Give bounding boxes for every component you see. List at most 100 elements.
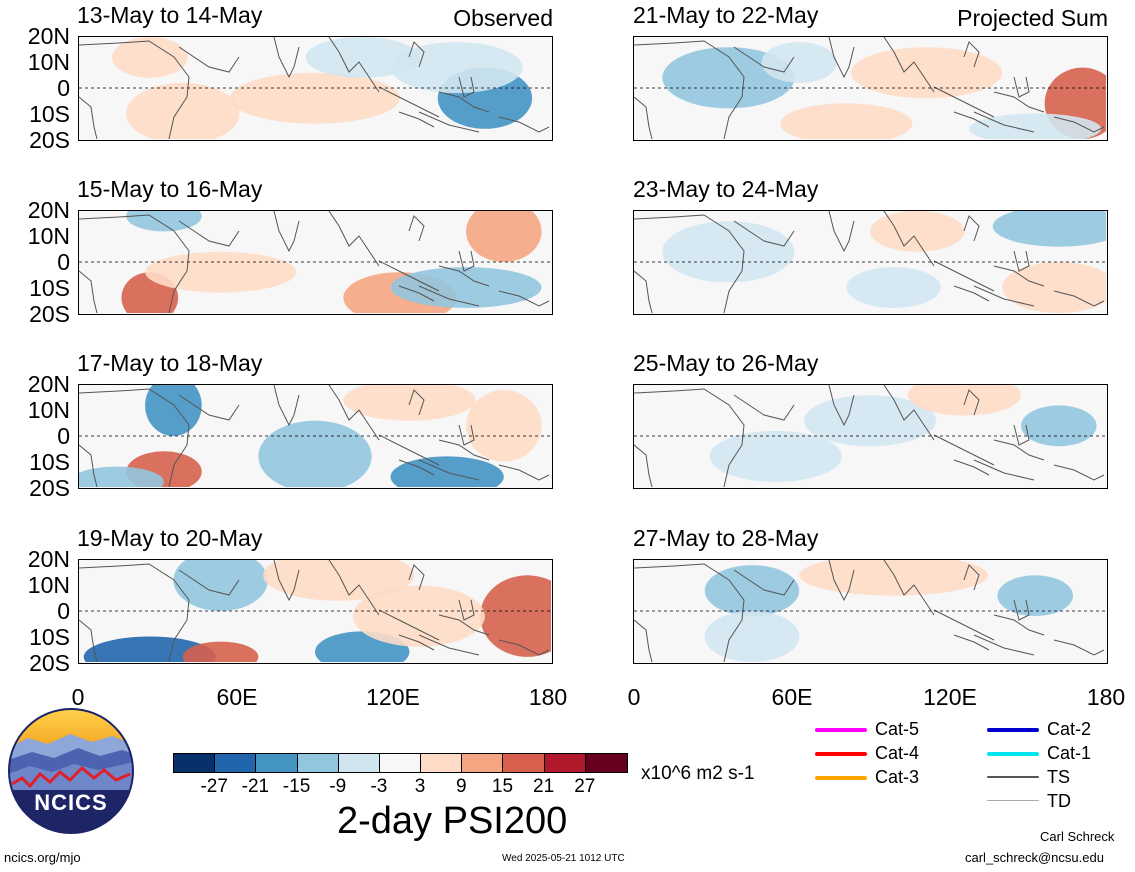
footer-author: Carl Schreck xyxy=(1040,829,1115,844)
coastline xyxy=(733,220,795,247)
colorbar-swatch-8 xyxy=(462,754,504,772)
coastline xyxy=(973,459,1035,481)
lat-label-20n-row3: 20N xyxy=(27,371,70,397)
coastline xyxy=(953,285,990,302)
colorbar-swatch-3 xyxy=(256,754,298,772)
lat-label-20s-row3: 20S xyxy=(29,475,70,501)
colorbar-swatch-4 xyxy=(297,754,339,772)
anomaly-contour xyxy=(846,267,941,308)
coastline xyxy=(828,37,855,79)
streamfunction-field xyxy=(79,385,551,487)
lon-label-60e-left: 60E xyxy=(216,684,258,710)
panel-title-5: 17-May to 18-May xyxy=(77,350,263,376)
coastline xyxy=(328,37,380,93)
anomaly-contour xyxy=(480,575,551,657)
legend-line-cat-2 xyxy=(987,728,1039,732)
lat-label-10s-row3: 10S xyxy=(29,449,70,475)
streamfunction-field xyxy=(634,211,1106,313)
coastline xyxy=(733,394,795,421)
coastline xyxy=(1013,250,1030,272)
streamfunction-field xyxy=(634,385,1106,487)
anomaly-contour xyxy=(126,211,202,232)
lat-label-10n-row2: 10N xyxy=(27,223,70,249)
colorbar-tick-label: -21 xyxy=(241,776,270,797)
lat-label-10s-row4: 10S xyxy=(29,624,70,650)
ncics-logo: NCICS xyxy=(8,708,134,834)
footer-url[interactable]: ncics.org/mjo xyxy=(4,850,81,865)
colorbar-tick-label: -9 xyxy=(329,776,347,797)
coastline xyxy=(634,96,653,139)
coastline xyxy=(79,563,190,662)
coastline xyxy=(328,211,380,267)
anomaly-contour xyxy=(145,385,202,436)
coastline xyxy=(634,563,745,662)
coastline xyxy=(883,37,935,93)
panel-title-6: 25-May to 26-May xyxy=(633,350,819,376)
panel-title-4: 23-May to 24-May xyxy=(633,176,819,202)
anomaly-contour xyxy=(870,211,965,252)
lat-label-0-row2: 0 xyxy=(57,249,70,275)
coastline xyxy=(1013,599,1030,621)
anomaly-contour xyxy=(263,560,415,601)
coastline xyxy=(438,439,490,461)
colorbar-swatch-7 xyxy=(421,754,463,772)
anomaly-contour xyxy=(761,42,837,83)
coastline xyxy=(79,444,98,487)
coastline xyxy=(378,86,440,118)
anomaly-contour xyxy=(799,560,988,596)
streamfunction-field xyxy=(634,37,1106,139)
anomaly-contour xyxy=(258,420,372,487)
panel-title-2: 21-May to 22-May xyxy=(633,2,819,28)
coastline xyxy=(458,250,475,272)
lat-label-0-row1: 0 xyxy=(57,75,70,101)
coastline xyxy=(418,285,480,307)
coastline xyxy=(1053,290,1105,307)
anomaly-contour xyxy=(709,430,842,482)
coastline xyxy=(634,214,745,313)
legend-line-cat-4 xyxy=(815,752,867,756)
coastline xyxy=(953,459,990,476)
lon-label-180-right: 180 xyxy=(1086,684,1126,710)
legend-line-cat-1 xyxy=(987,752,1039,756)
coastline xyxy=(634,619,653,662)
coastline xyxy=(953,111,990,128)
colorbar-tick-label: -3 xyxy=(370,776,388,797)
coastline xyxy=(418,111,480,133)
lon-label-180-left: 180 xyxy=(528,684,568,710)
anomaly-contour xyxy=(969,113,1102,139)
colorbar-swatch-2 xyxy=(215,754,257,772)
coastline xyxy=(953,634,990,651)
colorbar-units: x10^6 m2 s-1 xyxy=(641,763,755,784)
coastline xyxy=(1053,116,1105,133)
streamfunction-field xyxy=(79,37,551,139)
streamfunction-field xyxy=(79,211,551,313)
coastline xyxy=(273,211,300,253)
coastline xyxy=(178,220,240,247)
coastline xyxy=(993,91,1045,113)
ncics-logo-graphic xyxy=(8,708,134,834)
footer-email[interactable]: carl_schreck@ncsu.edu xyxy=(965,850,1104,865)
colorbar-swatch-9 xyxy=(503,754,545,772)
coastline xyxy=(458,424,475,446)
panel-title-1: 13-May to 14-May xyxy=(77,2,263,28)
lat-label-10n-row1: 10N xyxy=(27,49,70,75)
coastline xyxy=(418,459,480,481)
lat-label-20s-row4: 20S xyxy=(29,650,70,676)
coastline xyxy=(634,270,653,313)
coastline xyxy=(398,634,435,651)
lat-label-20s-row1: 20S xyxy=(29,127,70,153)
panel-title-3: 15-May to 16-May xyxy=(77,176,263,202)
coastline xyxy=(79,270,98,313)
coastline xyxy=(1013,424,1030,446)
lat-label-20n-row1: 20N xyxy=(27,23,70,49)
anomaly-contour xyxy=(230,72,400,124)
coastline xyxy=(273,560,300,602)
map-panel-4 xyxy=(633,210,1108,315)
coastline xyxy=(933,86,995,118)
lat-label-20n-row2: 20N xyxy=(27,197,70,223)
footer-timestamp: Wed 2025-05-21 1012 UTC xyxy=(502,853,625,864)
colorbar-tick-label: -27 xyxy=(200,776,228,797)
coastline xyxy=(79,388,190,487)
coastline xyxy=(438,265,490,287)
panel-title-8: 27-May to 28-May xyxy=(633,525,819,551)
